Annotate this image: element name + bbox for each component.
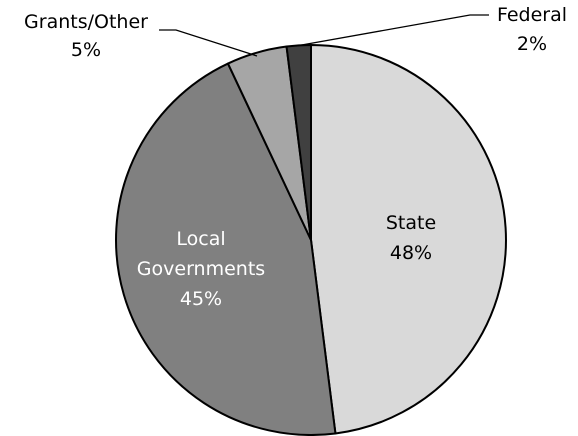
pie-slices bbox=[115, 44, 507, 436]
local-name-label-line1: Local bbox=[176, 228, 225, 250]
pie-slice-state bbox=[310, 44, 507, 435]
grants-pct-label: 5% bbox=[71, 39, 101, 61]
local-pct-label: 45% bbox=[180, 288, 222, 310]
federal-leader-line bbox=[295, 14, 489, 47]
state-pct-label: 48% bbox=[390, 242, 432, 264]
federal-name-label: Federal bbox=[497, 4, 567, 26]
grants-name-label: Grants/Other bbox=[24, 11, 148, 33]
state-name-label: State bbox=[386, 212, 436, 234]
federal-pct-label: 2% bbox=[517, 33, 547, 55]
pie-slice-local-governments bbox=[115, 62, 337, 436]
local-name-label-line2: Governments bbox=[137, 258, 265, 280]
grants-leader-line bbox=[159, 29, 258, 57]
